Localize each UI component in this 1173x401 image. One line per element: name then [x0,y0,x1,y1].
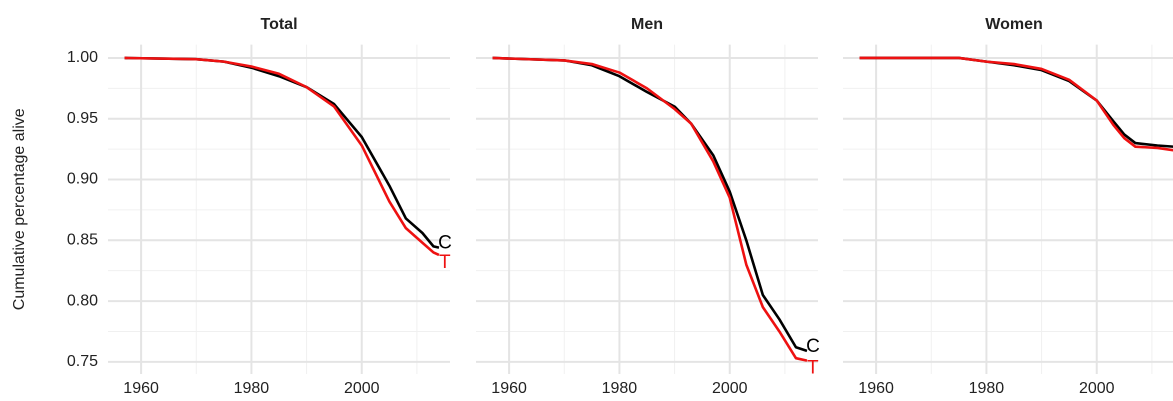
x-tick-label: 2000 [344,380,380,397]
y-tick-label: 0.85 [67,232,98,249]
panel-title: Men [631,16,663,33]
series-line [859,56,1173,152]
x-tick-label: 2000 [1079,380,1115,397]
series-line [859,56,1173,148]
x-tick-label: 1960 [123,380,159,397]
y-tick-label: 0.75 [67,353,98,370]
y-tick-label: 0.90 [67,171,98,188]
panel-title: Women [985,16,1042,33]
series-line [124,56,440,249]
x-tick-label: 1980 [602,380,638,397]
panel-title: Total [260,16,297,33]
series-line [124,56,440,257]
end-label: C [438,233,452,254]
x-tick-label: 1980 [969,380,1005,397]
end-label: C [806,336,820,357]
y-tick-label: 0.95 [67,110,98,127]
end-label: T [807,358,819,379]
x-tick-label: 1980 [234,380,270,397]
x-tick-label: 2000 [712,380,748,397]
x-tick-label: 1960 [858,380,894,397]
y-tick-label: 0.80 [67,292,98,309]
x-tick-label: 1960 [491,380,527,397]
series-line [492,56,808,362]
series-line [492,56,808,353]
y-tick-label: 1.00 [67,49,98,66]
y-axis-label: Cumulative percentage alive [11,108,28,310]
end-label: T [439,252,451,273]
